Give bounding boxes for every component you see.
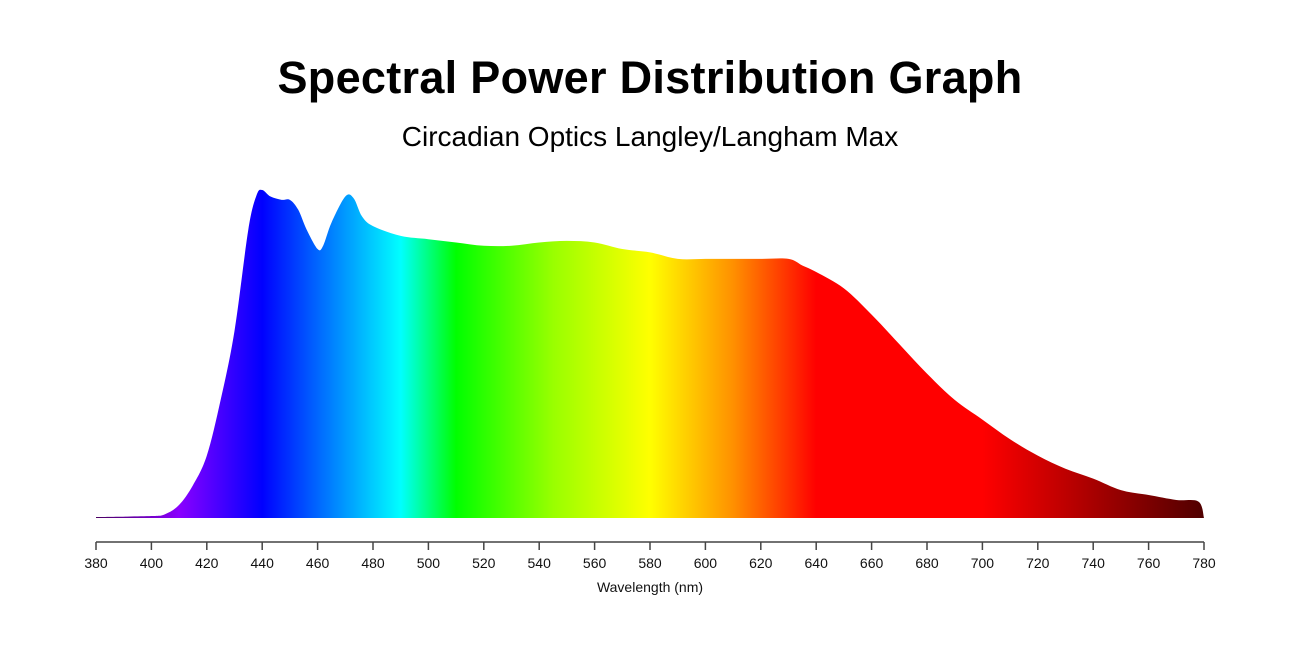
x-tick-label: 440 bbox=[251, 555, 275, 571]
x-tick-label: 700 bbox=[971, 555, 995, 571]
x-tick-label: 580 bbox=[638, 555, 662, 571]
x-tick-label: 620 bbox=[749, 555, 773, 571]
x-tick-label: 640 bbox=[805, 555, 829, 571]
spectrum-area bbox=[96, 189, 1204, 519]
x-tick-label: 520 bbox=[472, 555, 496, 571]
chart-subtitle: Circadian Optics Langley/Langham Max bbox=[401, 121, 899, 152]
x-tick-label: 740 bbox=[1082, 555, 1106, 571]
x-tick-label: 660 bbox=[860, 555, 884, 571]
x-tick-label: 780 bbox=[1192, 555, 1216, 571]
x-tick-label: 460 bbox=[306, 555, 330, 571]
x-tick-label: 420 bbox=[195, 555, 219, 571]
x-axis: 380 400 420 440 460 480 500 520 540 560 580 600 620 6… bbox=[84, 541, 1216, 571]
x-tick-label: 540 bbox=[528, 555, 552, 571]
x-tick-label: 400 bbox=[140, 555, 164, 571]
x-tick-label: 600 bbox=[694, 555, 718, 571]
chart-title: Spectral Power Distribution Graph bbox=[277, 52, 1023, 103]
x-tick-label: 500 bbox=[417, 555, 441, 571]
x-tick-label: 720 bbox=[1026, 555, 1050, 571]
x-tick-label: 680 bbox=[915, 555, 939, 571]
x-tick-label: 560 bbox=[583, 555, 607, 571]
x-tick-label: 380 bbox=[84, 555, 108, 571]
x-axis-label: Wavelength (nm) bbox=[597, 579, 703, 595]
x-tick-label: 480 bbox=[361, 555, 385, 571]
x-tick-label: 760 bbox=[1137, 555, 1161, 571]
